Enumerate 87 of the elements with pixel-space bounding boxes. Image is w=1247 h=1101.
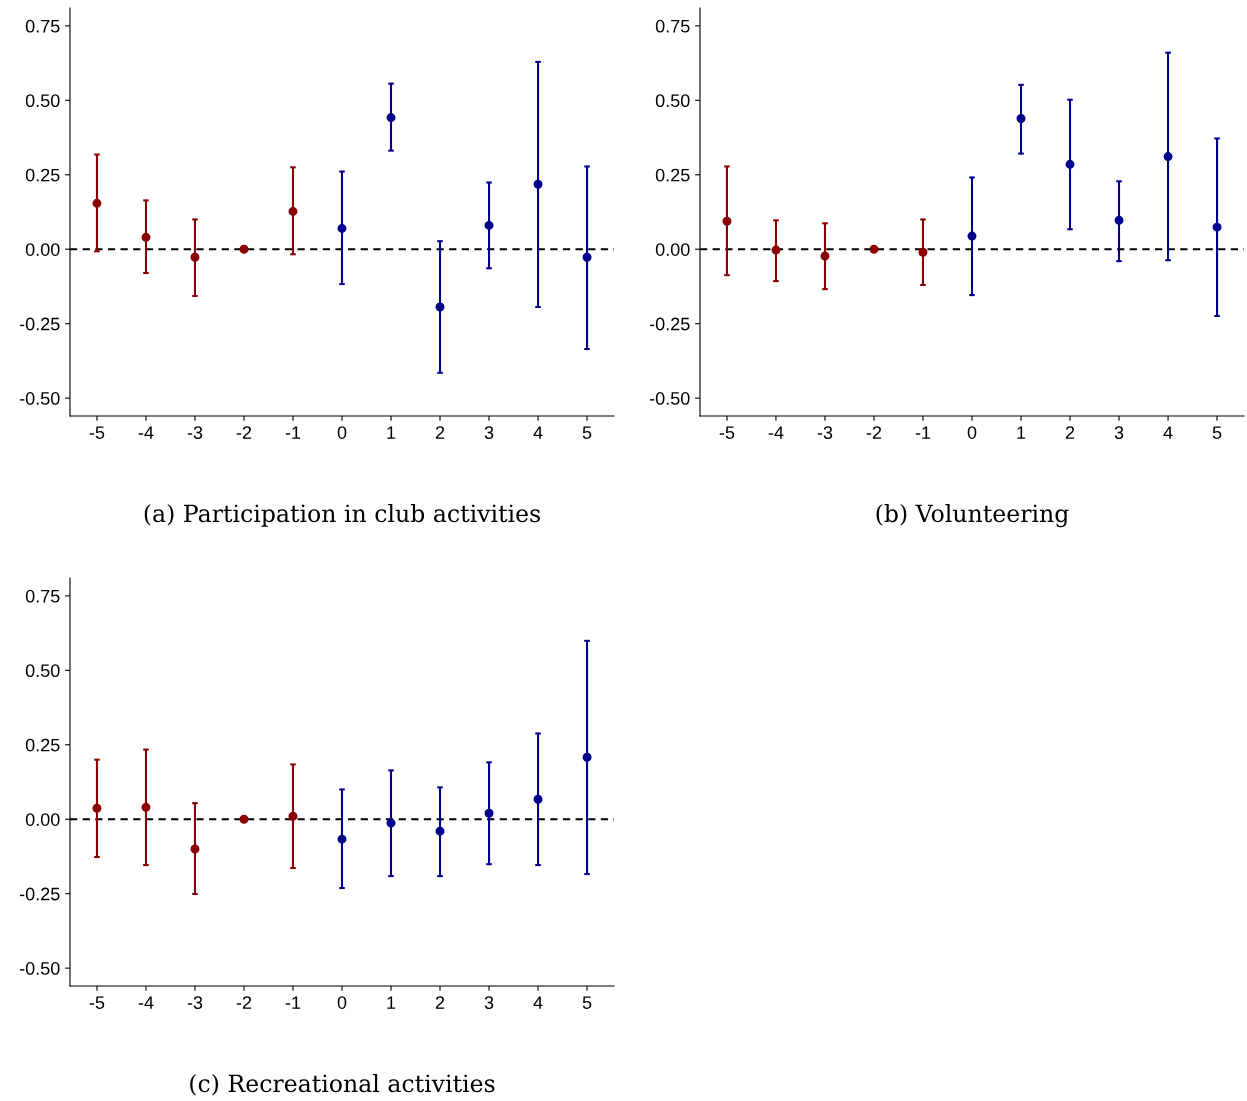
- x-tick-label: -5: [89, 996, 105, 1009]
- x-tick-label: -4: [138, 426, 154, 439]
- x-tick-label: 3: [484, 996, 494, 1009]
- x-tick-label: 5: [1212, 426, 1222, 439]
- point: [141, 232, 151, 242]
- y-tick-label: 0.75: [25, 19, 60, 33]
- x-tick-label: -3: [817, 426, 833, 439]
- point: [484, 808, 494, 818]
- point: [1212, 222, 1222, 232]
- point: [288, 811, 298, 821]
- text: (c) Recreational activities: [190, 1073, 495, 1096]
- x-tick-label: -1: [285, 426, 301, 439]
- x-tick-label: -2: [236, 426, 252, 439]
- x-tick-label: -1: [285, 996, 301, 1009]
- point: [386, 113, 396, 123]
- point: [190, 844, 200, 854]
- y-tick-label: -0.25: [19, 887, 60, 901]
- x-tick-label: 1: [387, 426, 396, 439]
- y-tick-label: -0.50: [19, 962, 60, 975]
- x-tick-label: -3: [187, 426, 203, 439]
- x-tick-label: 0: [967, 426, 977, 439]
- y-tick-label: 0.00: [25, 243, 60, 256]
- x-tick-label: 4: [1163, 426, 1173, 439]
- x-tick-label: 3: [1114, 426, 1124, 439]
- x-tick-label: 4: [533, 996, 543, 1009]
- point: [1163, 152, 1173, 162]
- point: [582, 252, 592, 262]
- x-tick-label: 1: [387, 996, 396, 1009]
- point: [239, 814, 249, 824]
- y-tick-label: 0.50: [25, 664, 60, 678]
- point: [533, 794, 543, 804]
- x-tick-label: 0: [337, 996, 347, 1009]
- point: [435, 302, 445, 312]
- text: (b) Volunteering: [876, 503, 1069, 528]
- point: [92, 198, 102, 208]
- x-tick-label: 4: [533, 426, 543, 439]
- y-tick-label: 0.50: [655, 94, 690, 108]
- x-tick-label: 2: [435, 426, 445, 439]
- y-tick-label: 0.75: [25, 589, 60, 603]
- x-tick-label: -2: [866, 426, 882, 439]
- point: [484, 220, 494, 230]
- x-tick-label: 0: [337, 426, 347, 439]
- x-tick-label: -2: [236, 996, 252, 1009]
- x-tick-label: 2: [1065, 426, 1075, 439]
- y-tick-label: -0.50: [649, 392, 690, 405]
- x-tick-label: 2: [435, 996, 445, 1009]
- point: [435, 826, 445, 836]
- y-tick-label: 0.50: [25, 94, 60, 108]
- point: [533, 179, 543, 189]
- x-tick-label: -1: [915, 426, 931, 439]
- x-tick-label: -5: [719, 426, 735, 439]
- y-tick-label: 0.00: [655, 243, 690, 256]
- y-tick-label: 0.25: [25, 168, 60, 182]
- text: (a) Participation in club activities: [144, 503, 540, 527]
- point: [190, 252, 200, 262]
- point: [967, 231, 977, 241]
- point: [918, 247, 928, 257]
- point: [582, 752, 592, 762]
- point: [1065, 159, 1075, 169]
- x-tick-label: 5: [582, 426, 592, 439]
- x-tick-label: 1: [1017, 426, 1026, 439]
- y-tick-label: 0.75: [655, 19, 690, 33]
- point: [239, 244, 249, 254]
- point: [288, 206, 298, 216]
- point: [141, 802, 151, 812]
- x-tick-label: -5: [89, 426, 105, 439]
- point: [771, 245, 781, 255]
- y-tick-label: -0.50: [19, 392, 60, 405]
- point: [722, 216, 732, 226]
- point: [820, 251, 830, 261]
- x-tick-label: -4: [138, 996, 154, 1009]
- point: [337, 834, 347, 844]
- point: [869, 244, 879, 254]
- x-tick-label: 3: [484, 426, 494, 439]
- y-tick-label: 0.00: [25, 813, 60, 826]
- y-tick-label: -0.25: [649, 317, 690, 331]
- y-tick-label: -0.25: [19, 317, 60, 331]
- x-tick-label: -3: [187, 996, 203, 1009]
- x-tick-label: -4: [768, 426, 784, 439]
- point: [1016, 113, 1026, 123]
- y-tick-label: 0.25: [25, 738, 60, 752]
- x-tick-label: 5: [582, 996, 592, 1009]
- point: [337, 223, 347, 233]
- point: [386, 818, 396, 828]
- point: [92, 803, 102, 813]
- y-tick-label: 0.25: [655, 168, 690, 182]
- point: [1114, 215, 1124, 225]
